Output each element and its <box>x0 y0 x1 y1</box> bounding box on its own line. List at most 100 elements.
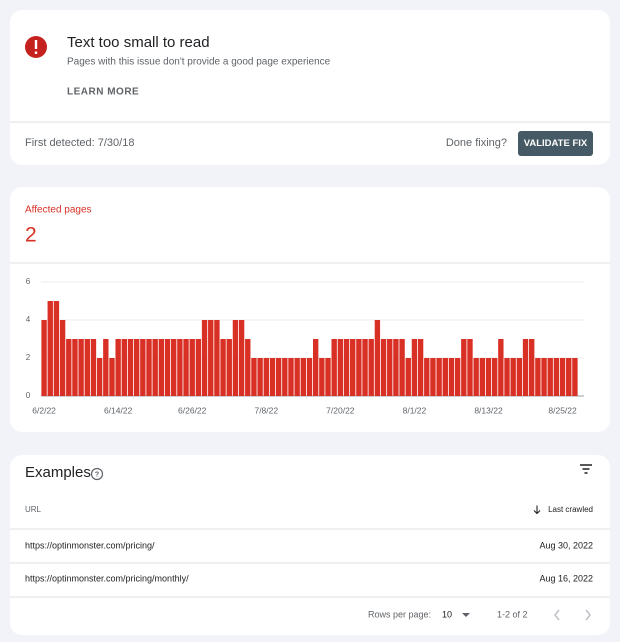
bar <box>356 339 362 396</box>
bar <box>306 358 313 396</box>
x-tick-label: 8/25/22 <box>548 405 577 415</box>
affected-value: 2 <box>25 224 37 247</box>
bar <box>220 339 226 396</box>
bar <box>84 339 90 396</box>
bar <box>201 320 208 396</box>
bar <box>529 339 535 396</box>
bar <box>337 339 344 396</box>
bar <box>158 339 165 396</box>
bar <box>387 339 393 396</box>
bar <box>66 339 72 396</box>
bar <box>282 358 288 396</box>
bar <box>288 358 294 396</box>
x-tick-label: 6/14/22 <box>104 405 133 415</box>
dropdown-arrow[interactable] <box>462 613 470 617</box>
bar <box>275 358 282 396</box>
url-cell[interactable]: https://optinmonster.com/pricing/monthly… <box>25 573 189 583</box>
bar <box>417 339 424 396</box>
bar <box>424 358 430 396</box>
bar <box>78 339 84 396</box>
x-tick-label: 8/13/22 <box>474 405 503 415</box>
bar <box>214 320 220 396</box>
bar <box>516 358 523 396</box>
bar <box>53 301 60 396</box>
bar <box>152 339 158 396</box>
learn-more-link[interactable]: LEARN MORE <box>67 87 139 98</box>
bar <box>189 339 195 396</box>
bar <box>319 358 325 396</box>
bar <box>109 358 115 396</box>
prev-page[interactable] <box>554 609 560 621</box>
help-icon[interactable] <box>90 467 104 481</box>
bar <box>405 358 411 396</box>
bar <box>547 358 553 396</box>
bar <box>566 358 572 396</box>
bar <box>541 358 547 396</box>
bar <box>183 339 189 396</box>
bar <box>479 358 486 396</box>
y-tick-label: 2 <box>26 353 31 362</box>
x-tick-label: 6/2/22 <box>32 405 56 415</box>
next-page[interactable] <box>585 609 591 621</box>
done-fixing: Done fixing? <box>446 137 507 149</box>
validate-button[interactable] <box>518 131 593 156</box>
bar <box>103 339 109 396</box>
bar <box>312 339 319 396</box>
url-cell[interactable]: https://optinmonster.com/pricing/ <box>25 540 155 550</box>
bar <box>350 339 356 396</box>
bar <box>300 358 307 396</box>
bar <box>146 339 152 396</box>
bar <box>269 358 276 396</box>
validate-button-label[interactable]: VALIDATE FIX <box>524 138 588 149</box>
bar <box>331 339 337 396</box>
bar <box>498 339 504 396</box>
bar <box>461 339 467 396</box>
bar <box>121 339 128 396</box>
bar <box>171 339 177 396</box>
bar <box>96 358 103 396</box>
bar <box>263 358 269 396</box>
bar <box>226 339 232 396</box>
bar <box>325 358 331 396</box>
x-tick-label: 7/8/22 <box>254 405 278 415</box>
bar <box>454 358 461 396</box>
bar <box>140 339 146 396</box>
rows-per-page[interactable]: 10 <box>442 609 452 619</box>
y-tick-label: 0 <box>26 391 31 400</box>
bar <box>257 358 263 396</box>
help-icon-mark[interactable]: ? <box>95 471 99 478</box>
bar <box>510 358 516 396</box>
bar <box>553 358 560 396</box>
x-tick-label: 6/26/22 <box>178 405 207 415</box>
column-header[interactable]: Last crawled <box>548 505 593 514</box>
error-icon-dot <box>34 51 38 54</box>
bar <box>467 339 473 396</box>
bar <box>133 339 140 396</box>
bar <box>442 358 448 396</box>
bar <box>294 358 300 396</box>
sort-arrow[interactable] <box>533 505 541 515</box>
bar <box>177 339 183 396</box>
date-cell: Aug 30, 2022 <box>539 540 593 550</box>
x-tick-label: 7/20/22 <box>326 405 355 415</box>
examples-title: Examples <box>25 464 91 481</box>
affected-label: Affected pages <box>25 205 92 216</box>
bar <box>115 339 121 396</box>
bar <box>411 339 418 396</box>
bar <box>232 320 239 396</box>
bar <box>343 339 350 396</box>
bar <box>485 358 492 396</box>
rows-per-page-label: Rows per page: <box>368 609 431 619</box>
bar <box>72 339 78 396</box>
bar <box>90 339 97 396</box>
y-tick-label: 6 <box>26 277 31 286</box>
bar <box>491 358 498 396</box>
bar <box>393 339 399 396</box>
bar <box>380 339 387 396</box>
filter-icon[interactable] <box>580 464 592 474</box>
x-tick-label: 8/1/22 <box>403 405 427 415</box>
issue-description: Pages with this issue don't provide a go… <box>67 57 331 68</box>
bar <box>251 358 257 396</box>
